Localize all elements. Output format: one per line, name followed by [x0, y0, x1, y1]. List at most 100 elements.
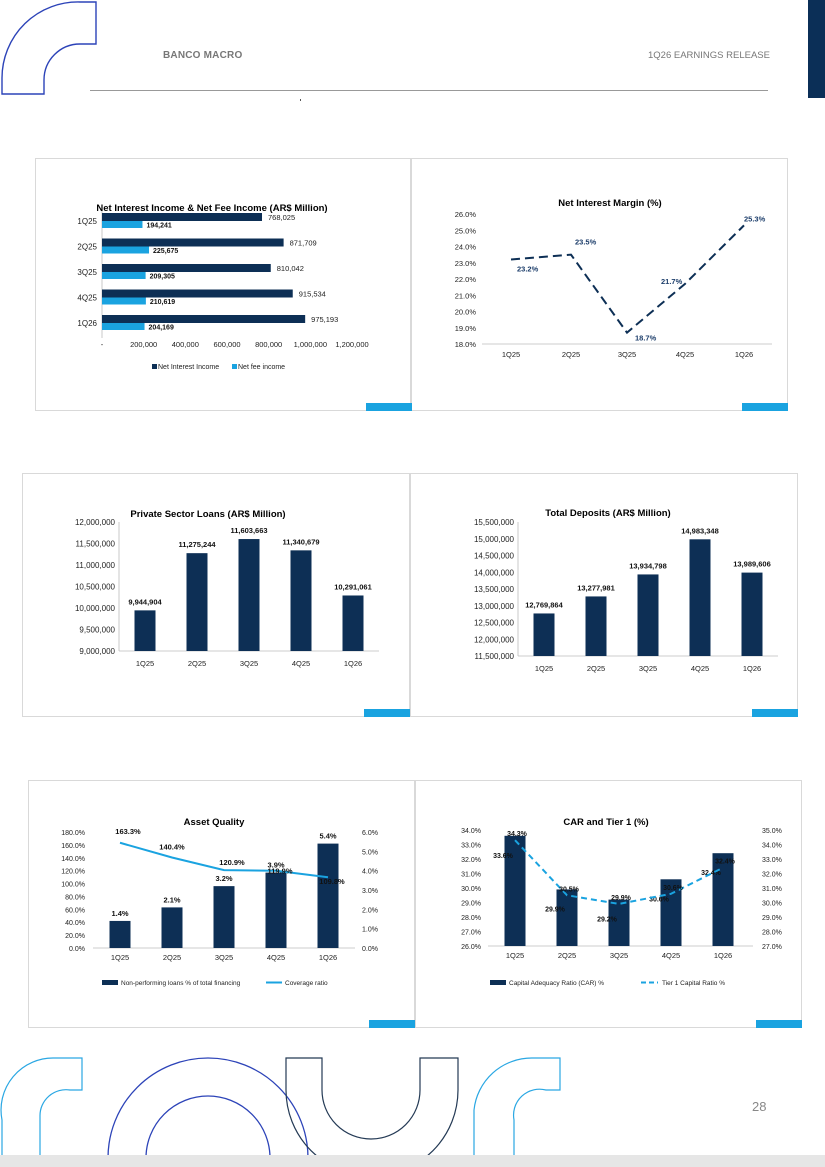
category-label: 1Q25: [77, 217, 97, 226]
y-tick-label-right: 28.0%: [762, 930, 782, 937]
data-label: 210,619: [150, 299, 175, 306]
chart-title: Total Deposits (AR$ Million): [545, 508, 670, 519]
y-tick-label: 18.0%: [455, 340, 477, 349]
tier1-line: [514, 839, 724, 905]
y-tick-label: 26.0%: [455, 210, 477, 219]
data-label: 120.9%: [219, 858, 245, 867]
data-label: 11,603,663: [230, 526, 267, 535]
bar: [637, 574, 659, 656]
y-tick-label: 9,500,000: [79, 626, 115, 635]
data-label: 225,675: [153, 248, 178, 255]
bar-net-interest-income: [102, 315, 306, 323]
y-tick-label: 11,500,000: [76, 540, 116, 549]
bar: [290, 550, 312, 651]
y-tick-label: 22.0%: [455, 275, 477, 284]
category-label: 4Q25: [77, 294, 97, 303]
data-label: 32.4%: [715, 859, 736, 866]
x-tick-label: 2Q25: [587, 664, 605, 673]
y-tick-label-left: 26.0%: [461, 944, 481, 951]
y-tick-label-left: 33.0%: [461, 843, 481, 850]
x-tick-label: 600,000: [213, 340, 240, 349]
data-label: 209,305: [150, 274, 175, 281]
footer-strip: [0, 1155, 825, 1167]
x-tick-label: 4Q25: [292, 659, 310, 668]
data-label: 23.5%: [575, 238, 597, 247]
bar-net-fee-income: [102, 272, 146, 279]
chart-title: Private Sector Loans (AR$ Million): [130, 509, 285, 520]
data-label: 25.3%: [744, 214, 766, 223]
legend-swatch: [102, 980, 118, 985]
coverage-ratio-line: [119, 841, 329, 879]
y-tick-label-left: 160.0%: [61, 843, 85, 850]
legend-label: Coverage ratio: [285, 980, 328, 987]
panel-accent: [366, 403, 412, 411]
x-tick-label: 200,000: [130, 340, 157, 349]
y-tick-label-right: 0.0%: [362, 946, 378, 953]
y-tick-label-right: 31.0%: [762, 886, 782, 893]
data-label: 871,709: [290, 239, 317, 248]
data-label: 119.9%: [267, 867, 292, 876]
bar-car: [504, 835, 526, 946]
y-tick-label: 10,000,000: [75, 604, 116, 613]
x-tick-label: 2Q25: [562, 350, 580, 359]
x-tick-label: 1Q25: [136, 659, 154, 668]
data-label: 13,989,606: [733, 560, 771, 569]
y-tick-label-right: 34.0%: [762, 843, 782, 850]
x-tick-label: 1,000,000: [294, 340, 327, 349]
y-tick-label-left: 34.0%: [461, 828, 481, 835]
data-label: 5.4%: [319, 832, 336, 841]
y-tick-label: 13,000,000: [474, 602, 515, 611]
data-label: 29.2%: [597, 917, 618, 924]
panel-private-loans: [22, 473, 410, 717]
bar-net-fee-income: [102, 297, 146, 305]
corner-arc-decoration: [1, 1, 97, 95]
y-tick-label: 12,000,000: [75, 518, 116, 527]
data-label: 30.5%: [559, 886, 580, 893]
data-label: 194,241: [146, 223, 171, 230]
bar-net-interest-income: [102, 213, 263, 221]
y-tick-label: 11,500,000: [475, 652, 515, 661]
data-label: 975,193: [311, 315, 338, 324]
bar-car: [608, 899, 630, 946]
y-tick-label-left: 31.0%: [461, 872, 481, 879]
x-tick-label: 400,000: [172, 340, 199, 349]
x-tick-label: 3Q25: [639, 664, 657, 673]
legend-label: Tier 1 Capital Ratio %: [662, 980, 725, 987]
panel-accent: [756, 1020, 802, 1028]
x-tick-label: 2Q25: [558, 951, 576, 960]
y-tick-label-left: 32.0%: [461, 857, 481, 864]
bar: [134, 610, 156, 651]
x-tick-label: 2Q25: [188, 659, 206, 668]
bar-npl: [109, 920, 131, 948]
y-tick-label: 11,000,000: [76, 561, 116, 570]
x-tick-label: 3Q25: [610, 951, 628, 960]
data-label: 13,934,798: [629, 561, 667, 570]
y-tick-label-right: 5.0%: [362, 849, 378, 856]
bar-npl: [213, 886, 235, 948]
y-tick-label: 24.0%: [455, 243, 477, 252]
legend-swatch: [232, 364, 237, 369]
data-label: 18.7%: [635, 334, 657, 343]
data-label: 768,025: [268, 213, 295, 222]
x-tick-label: 1Q25: [535, 664, 553, 673]
chart-title: CAR and Tier 1 (%): [563, 817, 648, 828]
y-tick-label-right: 27.0%: [762, 944, 782, 951]
data-label: 33.6%: [493, 853, 514, 860]
data-label: 204,169: [149, 325, 174, 332]
x-tick-label: 1Q26: [319, 953, 337, 962]
y-tick-label: 10,500,000: [75, 583, 116, 592]
y-tick-label: 9,000,000: [79, 647, 115, 656]
x-tick-label: 1Q25: [111, 953, 129, 962]
panel-net-interest-income: [35, 158, 411, 411]
data-label: 3.2%: [215, 874, 232, 883]
bar-npl: [161, 907, 183, 948]
bottom-arc-decoration: [0, 1057, 561, 1167]
bar-car: [556, 889, 578, 946]
chart-title: Net Interest Margin (%): [558, 198, 661, 209]
x-tick-label: 3Q25: [215, 953, 233, 962]
data-label: 3.9%: [267, 861, 284, 870]
y-tick-label-left: 27.0%: [461, 930, 481, 937]
bar-net-interest-income: [102, 264, 271, 272]
y-tick-label-right: 2.0%: [362, 907, 378, 914]
y-tick-label-right: 33.0%: [762, 857, 782, 864]
